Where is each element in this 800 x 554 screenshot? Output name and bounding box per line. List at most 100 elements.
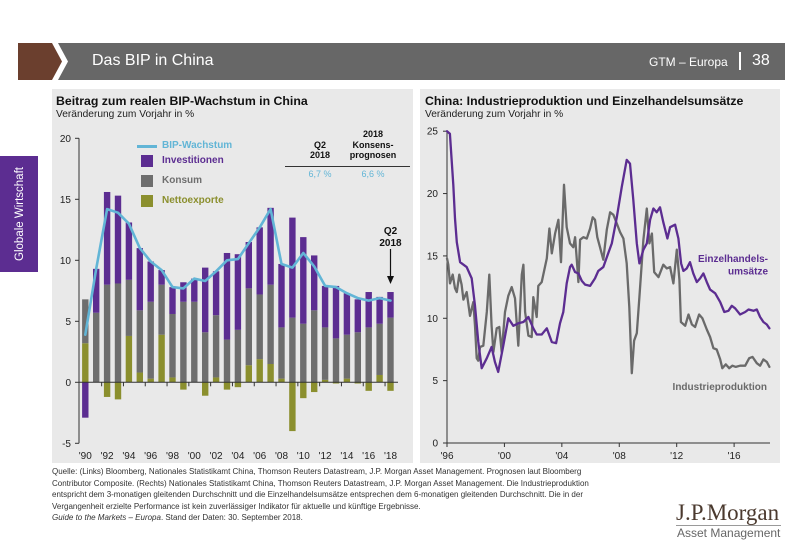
x-tick-label: '16 [362, 451, 375, 462]
x-tick-label: '08 [613, 451, 626, 462]
footnote-line: Guide to the Markets – Europa. Stand der… [52, 512, 652, 524]
left-chart-subtitle: Veränderung zum Vorjahr in % [56, 109, 195, 120]
bar-konsum-2017 [376, 323, 383, 375]
footnote-line: entspricht dem 3-monatigen gleitenden Du… [52, 490, 583, 500]
bar-investitionen-2014 [343, 293, 351, 335]
table-value-q2: 6,7 % [308, 169, 332, 179]
x-tick-label: '98 [166, 451, 179, 462]
table-header-q2: Q2 2018 [295, 140, 345, 161]
bar-nettoexporte-2007 [267, 364, 274, 383]
bar-investitionen-1996 [147, 261, 154, 302]
guide-title: Guide to the Markets – Europa [52, 513, 161, 523]
logo-divider [676, 525, 781, 526]
right-chart-panel [420, 89, 780, 463]
bar-nettoexporte-2003 [223, 382, 231, 390]
bar-nettoexporte-2010 [300, 382, 307, 399]
bar-konsum-2008 [278, 327, 285, 379]
bar-investitionen-1992 [103, 191, 111, 285]
bar-konsum-1997 [158, 284, 165, 335]
logo-subtitle: Asset Management [677, 526, 781, 540]
legend-label-konsum: Konsum [162, 174, 202, 186]
y-tick-label: 20 [427, 189, 439, 200]
table-header-line: Q2 [313, 139, 326, 150]
y-tick-label: 15 [427, 251, 439, 262]
x-tick-label: '16 [728, 451, 741, 462]
bar-nettoexporte-2008 [278, 378, 285, 383]
bar-nettoexporte-2002 [212, 377, 220, 383]
legend-swatch-investitionen-icon [141, 155, 153, 167]
bar-konsum-2009 [289, 317, 296, 383]
x-tick-label: '00 [498, 451, 511, 462]
bar-konsum-2013 [332, 338, 340, 383]
right-chart-subtitle: Veränderung zum Vorjahr in % [425, 109, 564, 120]
legend-label-nettoexporte: Nettoexporte [162, 194, 224, 206]
header-bar [58, 43, 785, 80]
bar-konsum-2006 [256, 294, 263, 360]
bar-investitionen-2000 [191, 278, 198, 302]
legend-swatch-bip-line-icon [137, 145, 157, 148]
bar-investitionen-2018 [387, 292, 394, 318]
bar-nettoexporte-1998 [169, 377, 176, 383]
legend-swatch-nettoexporte-icon [141, 194, 153, 207]
series-name: GTM – Europa [649, 55, 728, 69]
line-einzelhandelsums-tze [445, 130, 771, 374]
bar-konsum-1994 [125, 279, 133, 336]
data-date: . Stand der Daten: 30. September 2018. [160, 513, 303, 523]
bar-konsum-1991 [93, 312, 100, 383]
x-tick-label: '10 [297, 451, 310, 462]
x-tick-label: '14 [340, 451, 353, 462]
bar-nettoexporte-2004 [234, 382, 242, 388]
bar-investitionen-2006 [256, 227, 263, 295]
header-chevron [18, 43, 62, 80]
arrow-down-icon [387, 276, 394, 284]
bar-investitionen-2017 [376, 296, 383, 324]
bar-nettoexporte-1990 [82, 343, 89, 383]
y-tick-label: 20 [60, 134, 72, 145]
x-tick-label: '92 [101, 451, 114, 462]
bar-nettoexporte-2016 [365, 382, 372, 391]
line-industrieproduktion [445, 183, 771, 375]
line-bip-wachstum [83, 207, 392, 336]
series-label-einzelhandelsums-tze: umsätze [728, 267, 768, 278]
section-tab: Globale Wirtschaft [0, 156, 38, 272]
y-tick-label: -5 [62, 439, 71, 450]
table-header-line: 2018 [362, 129, 384, 139]
bar-investitionen-2008 [278, 263, 285, 328]
bar-investitionen-2007 [267, 207, 274, 285]
bar-investitionen-2003 [223, 252, 231, 340]
bar-konsum-2007 [267, 284, 274, 364]
bar-konsum-1993 [114, 283, 122, 383]
y-tick-label: 5 [65, 317, 71, 328]
bar-konsum-2016 [365, 327, 372, 383]
bar-konsum-2000 [191, 301, 198, 383]
bar-konsum-1995 [136, 310, 143, 373]
bar-konsum-2014 [343, 334, 351, 379]
bar-nettoexporte-2006 [256, 359, 263, 383]
page-number: 38 [752, 52, 770, 69]
bar-investitionen-1993 [114, 195, 122, 284]
bar-investitionen-2001 [202, 267, 209, 333]
industry-retail-chart: 0 5 10 15 20 25 '96 '00 '04 '08 '12 '16 Industriepro… [427, 127, 771, 462]
bar-konsum-2003 [223, 339, 231, 383]
bar-investitionen-2012 [321, 285, 329, 328]
bar-konsum-2001 [202, 332, 209, 383]
bar-konsum-2015 [354, 332, 361, 383]
x-tick-label: '04 [555, 451, 568, 462]
left-chart-panel [52, 89, 413, 463]
bar-investitionen-1991 [93, 268, 100, 313]
jpmorgan-logo: J.P.Morgan [676, 500, 780, 525]
footnote-line: Quelle: (Links) Bloomberg, Nationales St… [52, 467, 582, 476]
bar-nettoexporte-1997 [158, 334, 165, 383]
y-tick-label: 25 [427, 127, 439, 138]
gdp-contribution-chart: -5 0 5 10 15 20 '90 '92 '94 '96 '98 '00 '02 '04 '06 '08… [60, 134, 402, 462]
bar-investitionen-2005 [245, 242, 252, 289]
bar-nettoexporte-2013 [332, 382, 340, 384]
bar-konsum-2010 [300, 323, 307, 383]
bar-nettoexporte-1993 [114, 382, 122, 400]
bar-konsum-2005 [245, 288, 252, 366]
bar-investitionen-2004 [234, 254, 242, 330]
bar-investitionen-1994 [125, 222, 133, 280]
table-value-consensus: 6,6 % [361, 169, 385, 179]
bar-investitionen-1999 [180, 282, 187, 302]
bar-nettoexporte-2012 [321, 379, 329, 383]
